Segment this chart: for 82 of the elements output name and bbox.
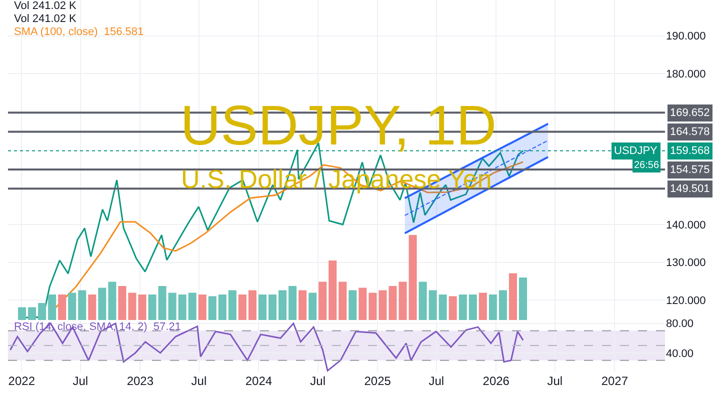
line-series — [10, 322, 524, 372]
bar — [268, 294, 277, 320]
ref-line-label: 164.578 — [670, 126, 710, 138]
y-tick-label: 180.000 — [666, 68, 706, 80]
x-tick-label: 2027 — [601, 374, 628, 388]
y-tick-label: 190.000 — [666, 30, 706, 43]
bar — [378, 290, 387, 320]
bar — [368, 292, 377, 320]
x-tick-label: 2022 — [8, 374, 36, 388]
bar — [468, 294, 477, 320]
bar — [198, 294, 206, 320]
bar — [448, 296, 457, 320]
bar — [138, 294, 146, 320]
bar — [18, 307, 26, 320]
text: SMA (100, close) — [14, 26, 98, 38]
bar — [328, 260, 337, 320]
bar — [188, 292, 196, 320]
bar — [78, 290, 86, 320]
bar — [418, 282, 427, 320]
bar — [408, 235, 417, 320]
bar — [98, 288, 106, 320]
bar — [158, 286, 166, 320]
x-tick-label: 2023 — [126, 374, 154, 388]
bar — [38, 303, 46, 320]
bar — [278, 290, 287, 320]
ref-line-label: 169.652 — [670, 107, 710, 119]
bar — [518, 278, 527, 320]
ref-line-label: 149.501 — [670, 183, 710, 195]
bar — [108, 282, 116, 320]
ref-line-label: 159.568 — [670, 145, 710, 157]
bar — [298, 290, 307, 320]
x-tick-label: 2025 — [364, 374, 392, 388]
bar — [128, 292, 136, 320]
bar — [308, 292, 317, 320]
bar — [388, 286, 397, 320]
ref-line-label: 154.575 — [670, 164, 710, 176]
bar — [318, 282, 327, 320]
text: USDJPY — [614, 145, 658, 157]
y-tick-label: 80.00 — [666, 318, 694, 330]
annotation: Vol 241.02 K — [14, 0, 78, 12]
x-tick-label: Jul — [547, 374, 563, 388]
x-tick-label: Jul — [191, 374, 207, 388]
bar — [208, 296, 216, 320]
bar — [358, 288, 367, 320]
bar — [438, 294, 447, 320]
bar — [58, 294, 66, 320]
bar — [478, 292, 487, 320]
bar — [288, 286, 297, 320]
bar — [168, 292, 176, 320]
x-tick-label: Jul — [72, 374, 88, 388]
bar — [228, 290, 236, 320]
bar — [88, 294, 96, 320]
annotation: 26:56 — [634, 160, 660, 171]
y-tick-label: 120.000 — [666, 294, 706, 307]
bar — [48, 294, 56, 320]
annotation: 156.581 — [104, 26, 144, 38]
bar — [398, 282, 407, 320]
y-tick-label: 40.00 — [666, 348, 694, 360]
x-tick-label: Jul — [428, 374, 444, 388]
bar — [178, 294, 186, 320]
bar — [238, 294, 246, 320]
bar — [118, 286, 126, 320]
bar — [428, 290, 437, 320]
bar — [218, 294, 226, 320]
bar — [348, 290, 357, 320]
y-tick-label: 130.000 — [666, 257, 706, 270]
bar — [508, 273, 517, 320]
bar — [68, 292, 76, 320]
x-tick-label: 2026 — [482, 374, 510, 388]
bar — [248, 290, 256, 320]
bar — [338, 282, 347, 320]
bar — [258, 294, 266, 320]
x-tick-label: 2024 — [245, 374, 272, 388]
bar — [488, 294, 497, 320]
annotation: 57.21 — [153, 321, 181, 333]
bar — [28, 307, 36, 320]
bar — [498, 290, 507, 320]
x-tick-label: Jul — [310, 374, 326, 388]
annotation: Vol 241.02 K — [14, 13, 78, 25]
y-tick-label: 140.000 — [666, 219, 706, 232]
bar — [148, 294, 156, 320]
bar — [458, 294, 467, 320]
